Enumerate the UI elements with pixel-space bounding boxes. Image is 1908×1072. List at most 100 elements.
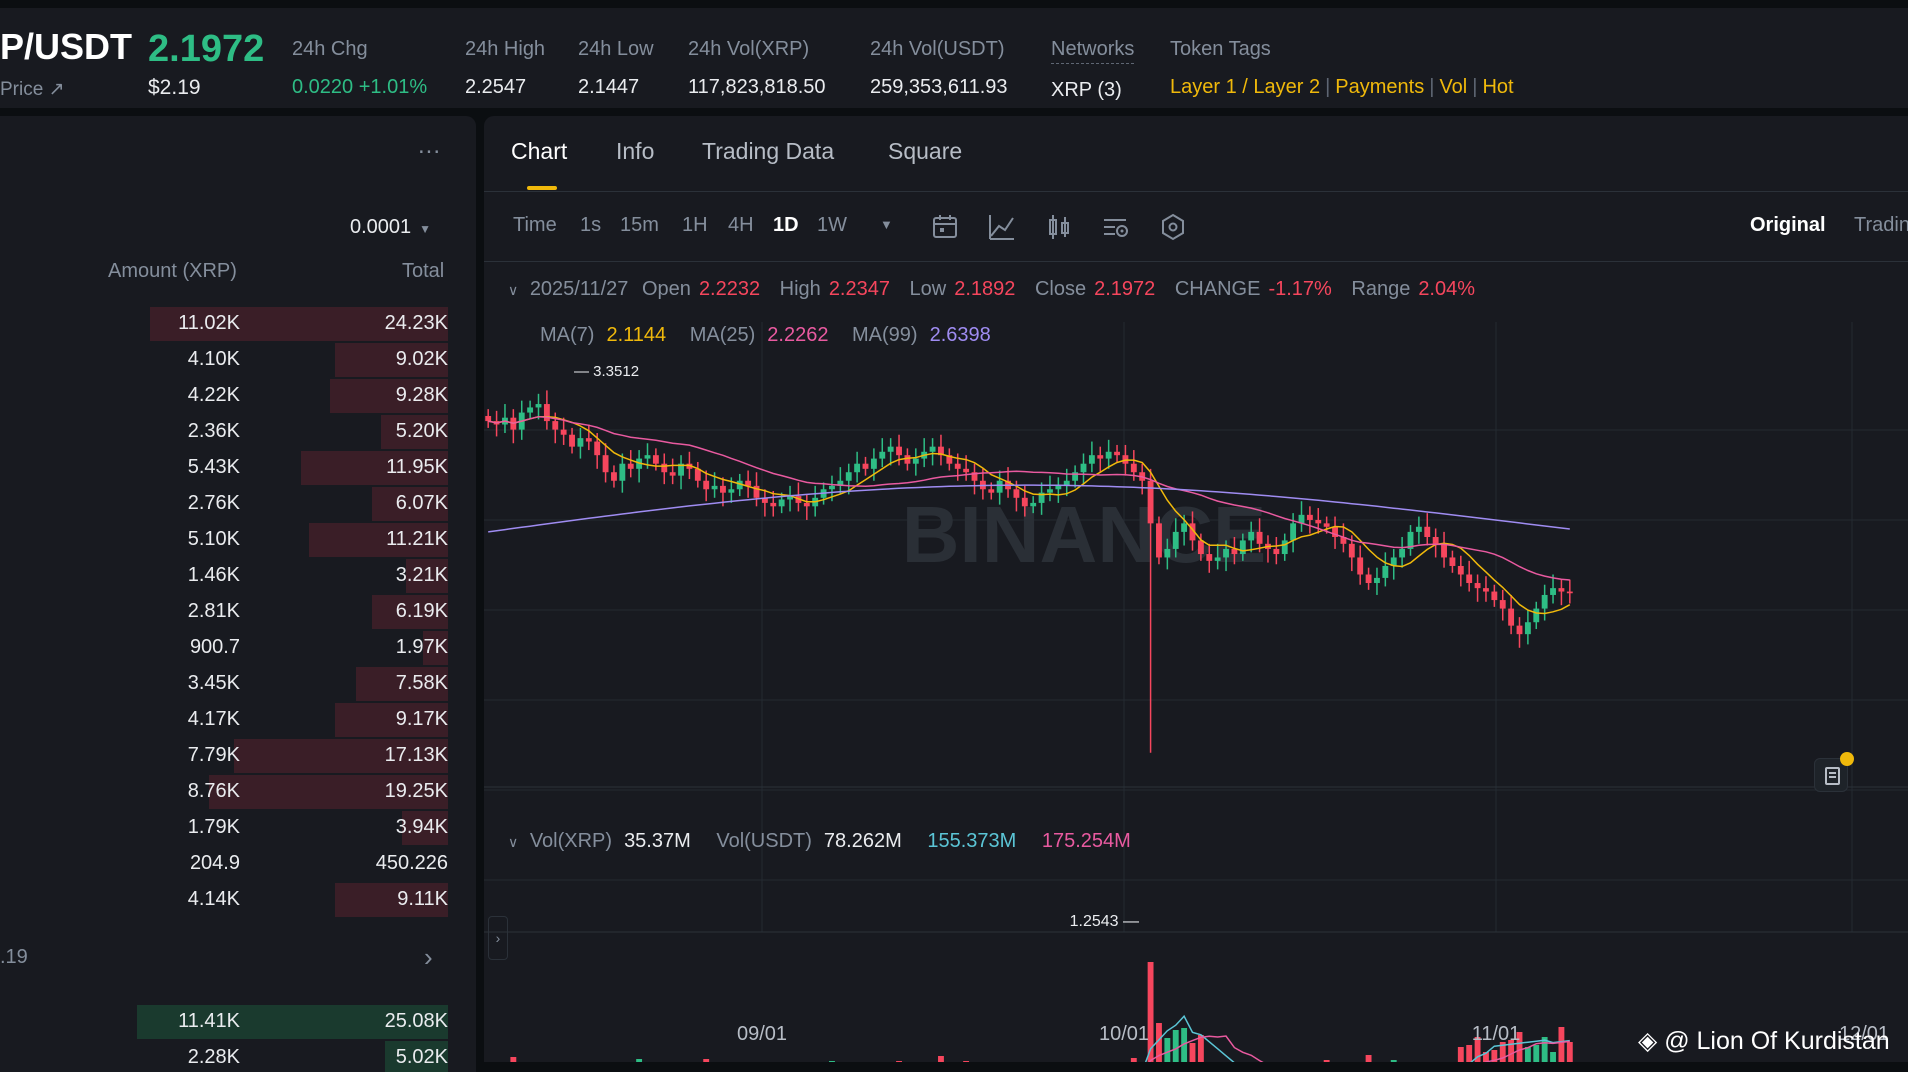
stat-networks[interactable]: Networks XRP (3) [1051,38,1135,102]
timeframe-15m[interactable]: 15m [620,214,659,236]
ask-row[interactable]: 8.76K 19.25K [0,774,476,810]
candle-body [946,455,953,464]
ask-row[interactable]: 900.7 1.97K [0,630,476,666]
scroll-left-button[interactable]: › [488,916,508,960]
hexagon-settings-icon[interactable] [1158,212,1188,242]
row-total: 11.21K [386,528,448,550]
stat-label: 24h Vol(XRP) [688,38,810,60]
collapse-caret-icon[interactable]: ∨ [508,282,519,298]
candlestick-chart[interactable]: BINANCE — 3.3512 1.2543 — 09/01 10/01 11/01 12… [484,262,1908,1062]
tab-chart[interactable]: Chart [511,138,568,164]
ask-row[interactable]: 7.79K 17.13K [0,738,476,774]
view-original[interactable]: Original [1750,214,1826,236]
candle-body [1541,594,1548,609]
candle-body [1130,463,1137,473]
timeframe-4h[interactable]: 4H [728,214,754,236]
chart-settings-icon[interactable] [1101,212,1131,242]
ask-row[interactable]: 1.79K 3.94K [0,810,476,846]
timeframe-1s[interactable]: 1s [580,214,602,236]
row-amount: 4.22K [187,384,240,406]
candle-body [560,429,567,435]
candle-body [543,404,550,422]
ask-row[interactable]: 1.46K 3.21K [0,558,476,594]
ask-row[interactable]: 2.76K 6.07K [0,486,476,522]
depth-bar [309,523,448,557]
ask-row[interactable]: 204.9 450.226 [0,846,476,882]
tab-square[interactable]: Square [888,138,963,164]
chevron-right-icon[interactable]: › [424,942,433,972]
pair-symbol[interactable]: P/USDT [0,26,133,67]
timeframe-1h[interactable]: 1H [682,214,708,236]
low-value: 2.1892 [954,278,1016,300]
candle-body [1105,451,1112,459]
row-amount: 900.7 [189,636,240,658]
volume-bar [829,1061,835,1062]
tag-payments[interactable]: Payments [1335,76,1425,98]
volume-bar [1147,962,1154,1062]
ask-row[interactable]: 4.10K 9.02K [0,342,476,378]
volume-bar [636,1059,643,1062]
view-tradingview[interactable]: Tradin [1854,214,1908,236]
bid-row[interactable]: 11.41K 25.08K [0,1004,476,1040]
tab-info[interactable]: Info [616,138,655,164]
candle-body [1449,557,1456,566]
candle-body [1466,574,1473,584]
ma7-line [488,415,1571,615]
ask-row[interactable]: 4.17K 9.17K [0,702,476,738]
candle-body [611,472,617,481]
ask-row[interactable]: 5.43K 11.95K [0,450,476,486]
ask-row[interactable]: 2.81K 6.19K [0,594,476,630]
ask-row[interactable]: 5.10K 11.21K [0,522,476,558]
candle-body [963,468,970,473]
candle-body [1281,540,1288,555]
collapse-caret-icon[interactable]: ∨ [508,834,519,850]
last-price-usd: $2.19 [148,76,201,99]
candle-body [1474,583,1481,589]
candle-body [1441,543,1447,558]
stat-24h-vol-usdt: 24h Vol(USDT) 259,353,611.93 [870,38,1008,99]
timeframe-1d[interactable]: 1D [773,214,799,236]
more-icon[interactable]: ... [418,132,442,159]
bid-row[interactable]: 2.28K 5.02K [0,1040,476,1072]
ask-row[interactable]: 4.22K 9.28K [0,378,476,414]
candle-body [1097,455,1104,459]
row-total: 5.20K [395,420,448,442]
tag-layer[interactable]: Layer 1 / Layer 2 [1170,76,1321,98]
row-total: 24.23K [384,312,448,334]
volume-legend: ∨ Vol(XRP) 35.37M Vol(USDT) 78.262M 155.37… [508,830,1151,853]
indicator-line-icon[interactable] [987,212,1017,242]
volume-bar [1457,1047,1464,1062]
ask-row[interactable]: 4.14K 9.11K [0,882,476,918]
ohlc-date: 2025/11/27 [529,278,629,300]
ask-row[interactable]: 11.02K 24.23K [0,306,476,342]
timeframe-more-caret-icon[interactable]: ▼ [880,217,893,232]
ma99-value: 2.6398 [929,324,991,346]
tag-vol[interactable]: Vol [1439,76,1468,98]
row-amount: 4.10K [187,348,240,370]
timeframe-1w[interactable]: 1W [817,214,847,236]
mid-price[interactable]: .19 [0,946,28,968]
candle-body [569,434,575,447]
pair-subtitle[interactable]: Price ↗ [0,79,65,100]
high-label: High [779,278,821,300]
ticker-header: P/USDT Price ↗ 2.1972 $2.19 24h Chg 0.02… [0,8,1908,108]
row-amount: 5.10K [187,528,240,550]
x-axis-label: 12/01 [1839,1023,1889,1045]
precision-select[interactable]: 0.0001 ▼ [350,216,431,239]
tag-hot[interactable]: Hot [1482,76,1514,98]
tab-trading-data[interactable]: Trading Data [702,138,835,164]
ask-row[interactable]: 3.45K 7.58K [0,666,476,702]
ask-row[interactable]: 2.36K 5.20K [0,414,476,450]
candle-body [1390,557,1397,566]
watermark-signature: ◈ @ Lion Of Kurdistan [1638,1026,1890,1056]
volume-bar [1390,1060,1397,1062]
depth-bar [335,703,448,737]
candle-body [854,463,861,473]
calendar-icon[interactable] [930,212,960,242]
candle-body [1415,526,1422,532]
candle-body [1407,531,1414,549]
volume-bar [896,1061,902,1062]
depth-bar [381,415,448,449]
candlestick-icon[interactable] [1044,212,1074,242]
timeframe-time[interactable]: Time [513,214,557,236]
